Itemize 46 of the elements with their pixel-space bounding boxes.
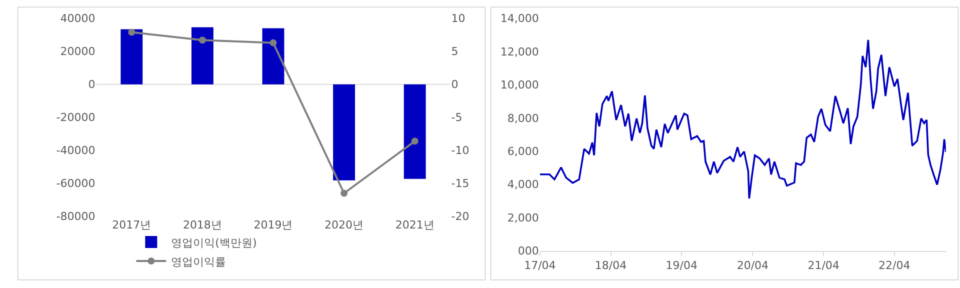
x-tick-label: 2018년 [182,218,222,232]
point [198,36,206,44]
y-tick-label: 8,000 [507,112,539,125]
bar [191,27,214,84]
x-tick-label: 2019년 [254,218,293,232]
y-tick-label: -40000 [56,144,96,158]
bar [262,28,284,84]
y2-tick-label: -5 [451,111,462,124]
point [340,190,348,197]
y2-tick-label: 10 [451,12,466,26]
y-tick-label: -80000 [56,210,96,224]
x-tick-label: 2021년 [395,218,434,232]
y-tick-label: -60000 [56,177,96,190]
point [128,28,136,36]
y2-tick-label: -15 [451,177,470,190]
y-tick-label: 14,000 [500,12,539,26]
x-tick-label: 17/04 [524,258,556,272]
y-tick-label: 20000 [60,45,96,58]
x-tick-label: 22/04 [878,258,910,272]
y-tick-label: -20000 [56,111,96,124]
bar [120,29,143,84]
y-tick-label: 12,000 [500,45,539,58]
point [270,39,277,46]
y-tick-label: 10,000 [500,78,539,92]
y-tick-label: 2,000 [507,211,539,224]
y2-tick-label: 5 [451,45,458,58]
x-tick-label: 2017년 [112,218,152,232]
legend-label: 영업이익률 [171,255,226,268]
y-tick-label: 000 [518,244,539,258]
x-tick-label: 21/04 [808,258,840,272]
y-tick-label: 4,000 [507,178,539,192]
y2-tick-label: -10 [451,144,470,158]
point [411,138,418,145]
x-tick-label: 19/04 [666,258,698,272]
bar [333,84,356,180]
y2-tick-label: 0 [451,78,458,92]
line-series [540,39,946,200]
y-tick-label: 0 [88,78,96,92]
x-tick-label: 18/04 [594,258,627,272]
x-tick-label: 2020년 [324,218,364,232]
y-tick-label: 40000 [60,12,96,26]
y2-tick-label: -20 [451,210,470,224]
legend-label: 영업이익(백만원) [171,236,257,250]
x-tick-label: 20/04 [736,258,769,272]
y-tick-label: 6,000 [507,145,539,158]
bar [404,84,426,179]
